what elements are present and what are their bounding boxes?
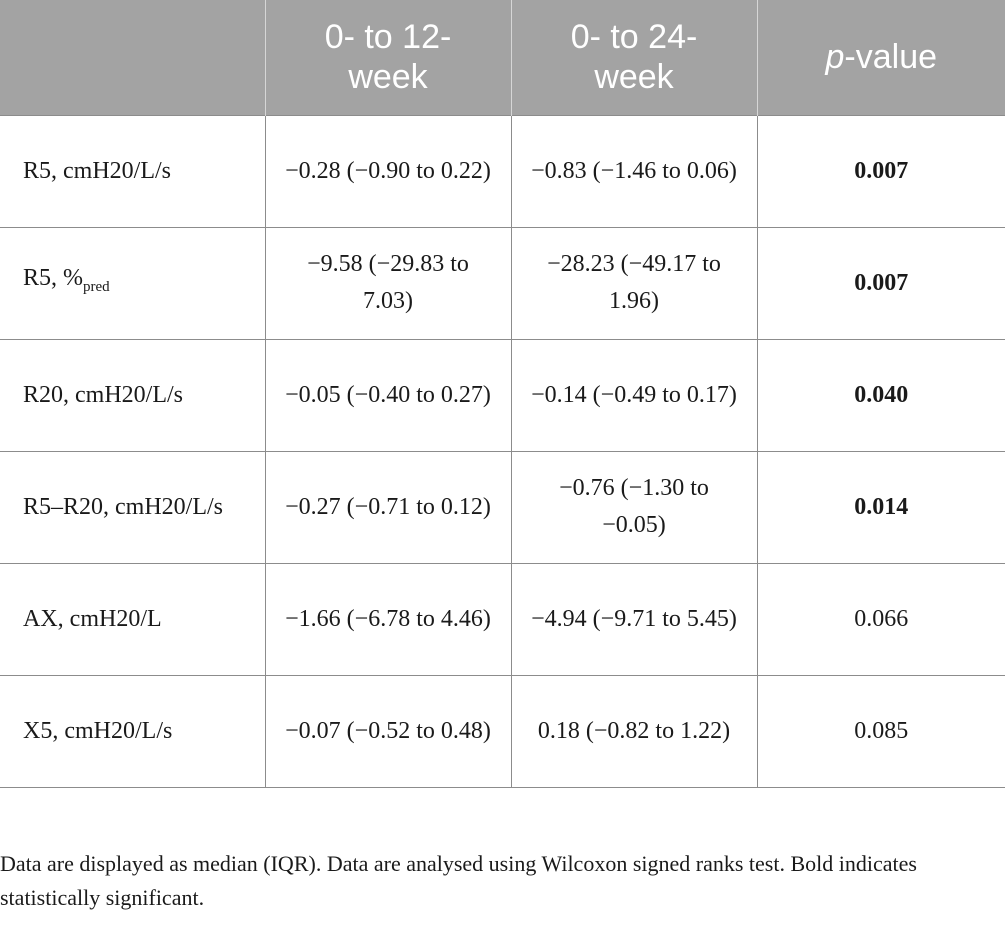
header-0-12-week: 0- to 12-week [264,0,512,115]
table-row: R5–R20, cmH20/L/s −0.27 (−0.71 to 0.12) … [0,450,1005,563]
table-row: X5, cmH20/L/s −0.07 (−0.52 to 0.48) 0.18… [0,674,1005,788]
cell-p-value: 0.007 [756,226,1005,339]
table-footnote: Data are displayed as median (IQR). Data… [0,851,917,910]
row-label: AX, cmH20/L [0,562,266,675]
row-label: R5, %pred [0,226,266,339]
cell-0-12-week: −9.58 (−29.83 to 7.03) [264,226,512,339]
row-label: R5, cmH20/L/s [0,114,266,227]
table-row: R20, cmH20/L/s −0.05 (−0.40 to 0.27) −0.… [0,338,1005,451]
row-label: R5–R20, cmH20/L/s [0,450,266,563]
header-variable [0,0,266,115]
cell-0-24-week: −28.23 (−49.17 to 1.96) [510,226,758,339]
cell-0-24-week: 0.18 (−0.82 to 1.22) [510,674,758,788]
table-row: R5, %pred −9.58 (−29.83 to 7.03) −28.23 … [0,226,1005,339]
header-p-value: p-value [756,0,1005,115]
table-body: R5, cmH20/L/s −0.28 (−0.90 to 0.22) −0.8… [0,114,1005,788]
header-p-rest: -value [844,38,938,77]
table-row: R5, cmH20/L/s −0.28 (−0.90 to 0.22) −0.8… [0,114,1005,227]
row-label-subscript: pred [83,278,110,295]
header-0-24-week: 0- to 24-week [510,0,758,115]
cell-p-value: 0.085 [756,674,1005,788]
header-p-italic: p [825,38,845,77]
cell-0-12-week: −1.66 (−6.78 to 4.46) [264,562,512,675]
cell-0-12-week: −0.05 (−0.40 to 0.27) [264,338,512,451]
cell-0-24-week: −4.94 (−9.71 to 5.45) [510,562,758,675]
cell-0-12-week: −0.27 (−0.71 to 0.12) [264,450,512,563]
row-label: X5, cmH20/L/s [0,674,266,788]
cell-p-value: 0.040 [756,338,1005,451]
table-header: 0- to 12-week 0- to 24-week p-value [0,0,1005,115]
header-row: 0- to 12-week 0- to 24-week p-value [0,0,1005,115]
table-row: AX, cmH20/L −1.66 (−6.78 to 4.46) −4.94 … [0,562,1005,675]
cell-p-value: 0.014 [756,450,1005,563]
row-label-text: R5, % [23,265,83,292]
results-table: 0- to 12-week 0- to 24-week p-value R5, … [0,0,1005,788]
cell-0-24-week: −0.14 (−0.49 to 0.17) [510,338,758,451]
cell-0-12-week: −0.07 (−0.52 to 0.48) [264,674,512,788]
cell-0-12-week: −0.28 (−0.90 to 0.22) [264,114,512,227]
cell-0-24-week: −0.76 (−1.30 to −0.05) [510,450,758,563]
row-label: R20, cmH20/L/s [0,338,266,451]
cell-p-value: 0.066 [756,562,1005,675]
cell-p-value: 0.007 [756,114,1005,227]
cell-0-24-week: −0.83 (−1.46 to 0.06) [510,114,758,227]
